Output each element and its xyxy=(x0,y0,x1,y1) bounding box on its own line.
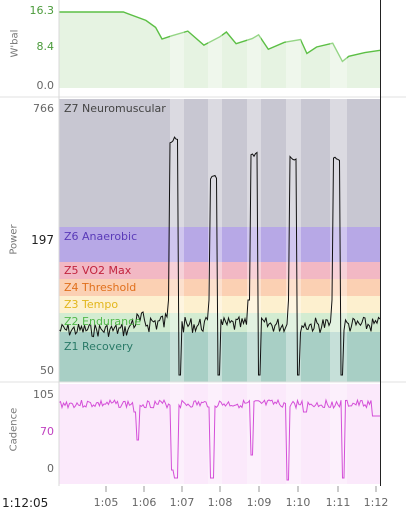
time-label-105: 1:05 xyxy=(93,496,119,509)
zone-label-z2: Z2 Endurance xyxy=(64,315,141,328)
time-label-110: 1:10 xyxy=(285,496,311,509)
interval-highlights xyxy=(170,0,347,382)
zone-band-5 xyxy=(59,262,381,279)
zone-label-z6: Z6 Anaerobic xyxy=(64,230,138,243)
power-zone-bands xyxy=(59,99,381,382)
power-tick-top: 766 xyxy=(33,102,54,115)
time-label-106: 1:06 xyxy=(131,496,157,509)
cadence-line xyxy=(58,398,380,481)
interval-highlight[interactable] xyxy=(208,0,222,382)
wbal-tick-bottom: 0.0 xyxy=(36,79,55,92)
power-tick-bottom: 50 xyxy=(40,364,54,377)
cursor-time-readout: 1:12:05 xyxy=(2,496,49,510)
zone-label-z7: Z7 Neuromuscular xyxy=(64,102,166,115)
wbal-line xyxy=(59,11,382,63)
time-label-112: 1:12 xyxy=(363,496,389,509)
cadence-tick-mid: 70 xyxy=(40,425,54,438)
wbal-tick-top: 16.3 xyxy=(29,4,55,17)
interval-highlight[interactable] xyxy=(286,0,301,382)
interval-highlight[interactable] xyxy=(330,384,347,484)
zone-band-6 xyxy=(59,227,381,262)
zone-band-3 xyxy=(59,296,381,313)
zone-label-z3: Z3 Tempo xyxy=(64,298,119,311)
x-axis-ticks xyxy=(105,486,377,492)
zone-band-7 xyxy=(59,99,381,227)
interval-highlight[interactable] xyxy=(170,0,184,382)
cadence-tick-bottom: 0 xyxy=(47,462,54,475)
power-tick-mid: 197 xyxy=(31,233,54,247)
cadence-tick-top: 105 xyxy=(33,388,54,401)
wbal-tick-mid: 8.4 xyxy=(36,40,55,53)
time-label-111: 1:11 xyxy=(325,496,351,509)
zone-label-z1: Z1 Recovery xyxy=(64,340,134,353)
interval-highlight[interactable] xyxy=(247,384,261,484)
interval-highlight[interactable] xyxy=(247,0,261,382)
zone-label-z4: Z4 Threshold xyxy=(64,281,137,294)
interval-highlight[interactable] xyxy=(330,0,347,382)
cadence-panel-bg xyxy=(59,384,381,484)
wbal-area xyxy=(59,12,381,88)
zone-label-z5: Z5 VO2 Max xyxy=(64,264,132,277)
power-line xyxy=(58,136,381,376)
interval-highlight[interactable] xyxy=(208,384,222,484)
time-label-108: 1:08 xyxy=(207,496,233,509)
interval-highlight[interactable] xyxy=(170,384,184,484)
time-label-109: 1:09 xyxy=(246,496,272,509)
zone-band-4 xyxy=(59,279,381,296)
time-label-107: 1:07 xyxy=(169,496,195,509)
